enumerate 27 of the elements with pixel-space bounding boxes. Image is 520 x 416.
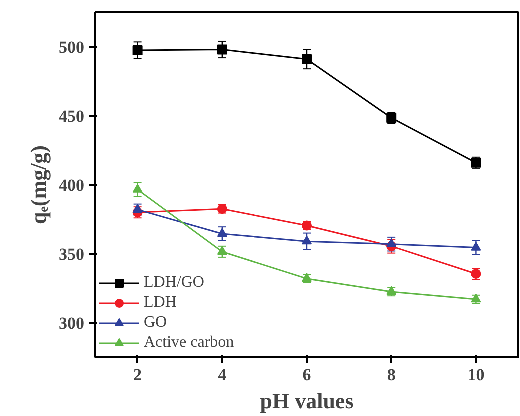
- y-tick-label: 300: [59, 314, 84, 333]
- point: [386, 238, 397, 248]
- point: [302, 54, 312, 64]
- y-tick-label: 500: [59, 38, 84, 57]
- point: [132, 184, 143, 193]
- legend-label: GO: [144, 314, 168, 332]
- y-axis-title: qₑ(mg/g): [26, 145, 51, 225]
- point: [132, 204, 143, 213]
- point: [217, 246, 228, 256]
- point: [132, 45, 143, 56]
- x-tick-label: 2: [134, 366, 142, 384]
- x-axis-title: pH values: [260, 388, 354, 414]
- point: [217, 44, 228, 55]
- legend-label: LDH/GO: [144, 274, 204, 292]
- x-tick-label: 10: [468, 366, 485, 384]
- legend-label: Active carbon: [144, 334, 234, 352]
- point: [217, 228, 228, 238]
- y-tick-label: 400: [59, 176, 84, 195]
- point: [302, 236, 312, 245]
- point: [471, 242, 482, 251]
- y-tick-label: 350: [59, 245, 84, 264]
- x-tick-label: 8: [387, 366, 396, 384]
- y-tick-label: 450: [59, 107, 84, 126]
- x-tick-label: 6: [302, 366, 312, 384]
- x-tick-label: 4: [218, 366, 228, 384]
- point: [302, 273, 312, 282]
- legend-label: LDH: [144, 294, 177, 312]
